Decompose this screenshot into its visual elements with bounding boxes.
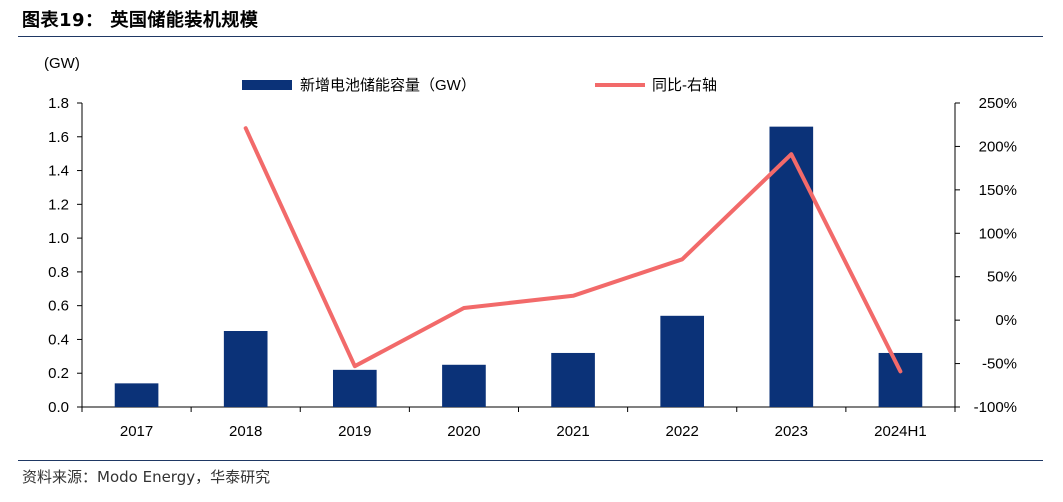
footer-divider — [18, 460, 1043, 461]
bar — [769, 126, 814, 408]
x-tick-label: 2021 — [556, 423, 589, 440]
x-tick-label: 2022 — [666, 423, 699, 440]
source-note: 资料来源：Modo Energy，华泰研究 — [22, 468, 271, 486]
x-tick-label: 2018 — [229, 423, 262, 440]
right-tick-label: 200% — [979, 138, 1017, 155]
left-tick-label: 1.8 — [48, 95, 69, 112]
bar — [878, 352, 923, 407]
x-tick-label: 2023 — [775, 423, 808, 440]
bar — [442, 364, 486, 407]
left-tick-label: 0.2 — [48, 365, 69, 382]
plot-area: 0.0 0.2 0.4 0.6 0.8 1.0 1.2 1.4 1.6 1.8 -100% -50% 0… — [48, 95, 1017, 440]
right-tick-label: 150% — [979, 182, 1017, 199]
left-axis-unit-label: (GW) — [44, 55, 80, 72]
yoy-line — [243, 126, 903, 374]
left-tick-label: 0.6 — [48, 298, 69, 315]
left-tick-label: 1.0 — [48, 230, 69, 247]
bar — [114, 383, 159, 407]
right-tick-label: 0% — [995, 312, 1017, 329]
left-tick-label: 0.0 — [48, 399, 69, 416]
left-tick-label: 0.8 — [48, 264, 69, 281]
right-tick-label: 250% — [979, 95, 1017, 112]
legend-bar-swatch — [242, 80, 292, 90]
x-tick-label: 2024H1 — [874, 423, 927, 440]
bar — [332, 369, 377, 407]
left-tick-label: 1.6 — [48, 129, 69, 146]
legend-line-label: 同比-右轴 — [652, 77, 717, 94]
x-tick-label: 2019 — [338, 423, 371, 440]
right-tick-label: -100% — [974, 399, 1017, 416]
left-tick-label: 0.4 — [48, 331, 69, 348]
bar — [660, 315, 705, 407]
right-tick-label: -50% — [982, 356, 1017, 373]
chart-title: 图表19： 英国储能装机规模 — [22, 10, 259, 31]
left-tick-label: 1.2 — [48, 196, 69, 213]
right-tick-label: 50% — [987, 269, 1017, 286]
title-divider — [18, 36, 1043, 37]
x-tick-label: 2017 — [120, 423, 153, 440]
legend-bar-label: 新增电池储能容量（GW） — [300, 77, 476, 94]
x-tick-label: 2020 — [447, 423, 480, 440]
bar — [551, 352, 595, 407]
right-tick-label: 100% — [979, 225, 1017, 242]
bar — [223, 331, 268, 407]
left-tick-label: 1.4 — [48, 163, 69, 180]
